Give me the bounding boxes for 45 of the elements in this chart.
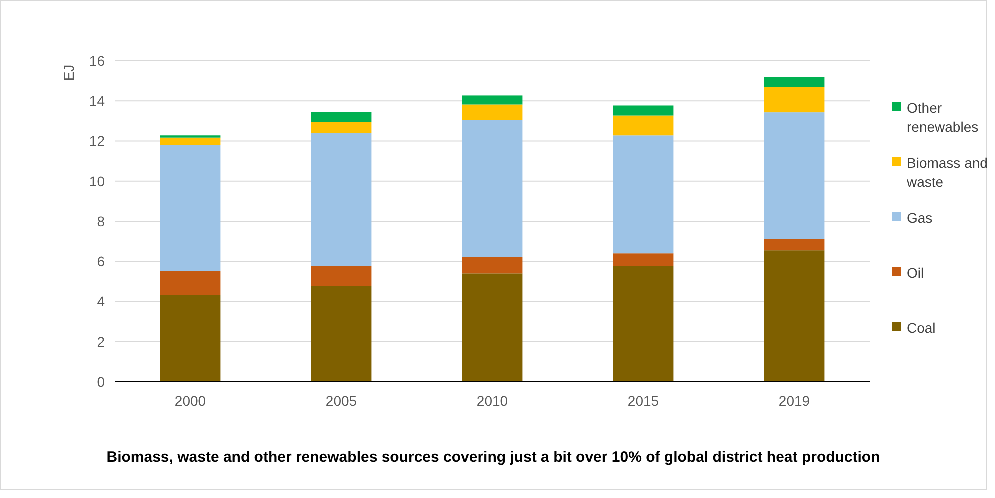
bar [613,106,674,116]
legend-label: Biomass and waste [906,155,988,190]
bar [764,77,825,88]
y-tick-label: 4 [97,294,106,310]
y-axis-title: EJ [61,64,77,82]
legend-label: Other renewables [907,100,979,135]
bar [613,266,674,382]
bar [613,136,674,254]
text: Biomass, waste and other renewables sources covering just a bit over 10% of global district heat production [106,449,880,466]
bar [311,112,372,122]
bar [613,116,674,136]
legend-label: Gas [907,210,933,226]
bar [764,250,825,382]
bar [462,104,523,120]
legend-label: Oil [907,265,924,281]
bar [160,145,221,272]
x-tick-label: 2005 [326,393,358,409]
bar [613,254,674,266]
bar [311,122,372,134]
y-tick-label: 2 [97,334,106,350]
bar [764,112,825,240]
bar [311,133,372,266]
y-tick-label: 8 [97,213,106,230]
bar [160,295,221,382]
x-tick-label: 2019 [778,393,810,409]
y-tick-label: 14 [89,93,106,110]
y-tick-label: 12 [89,133,106,150]
bar [462,257,523,274]
bar [462,274,523,382]
x-tick-label: 2000 [174,393,206,409]
y-tick-label: 6 [97,254,106,270]
bar [311,286,372,382]
x-tick-label: 2015 [628,393,660,409]
legend-label: Coal [907,320,936,336]
bar [462,120,523,258]
bar [764,239,825,251]
bar [311,266,372,286]
bar [160,138,221,146]
y-tick-label: 10 [89,173,106,190]
bar [764,87,825,113]
bar [462,96,523,105]
y-tick-label: 0 [97,374,106,390]
x-tick-label: 2010 [476,393,508,409]
y-tick-label: 16 [89,52,106,69]
bar [160,271,221,296]
